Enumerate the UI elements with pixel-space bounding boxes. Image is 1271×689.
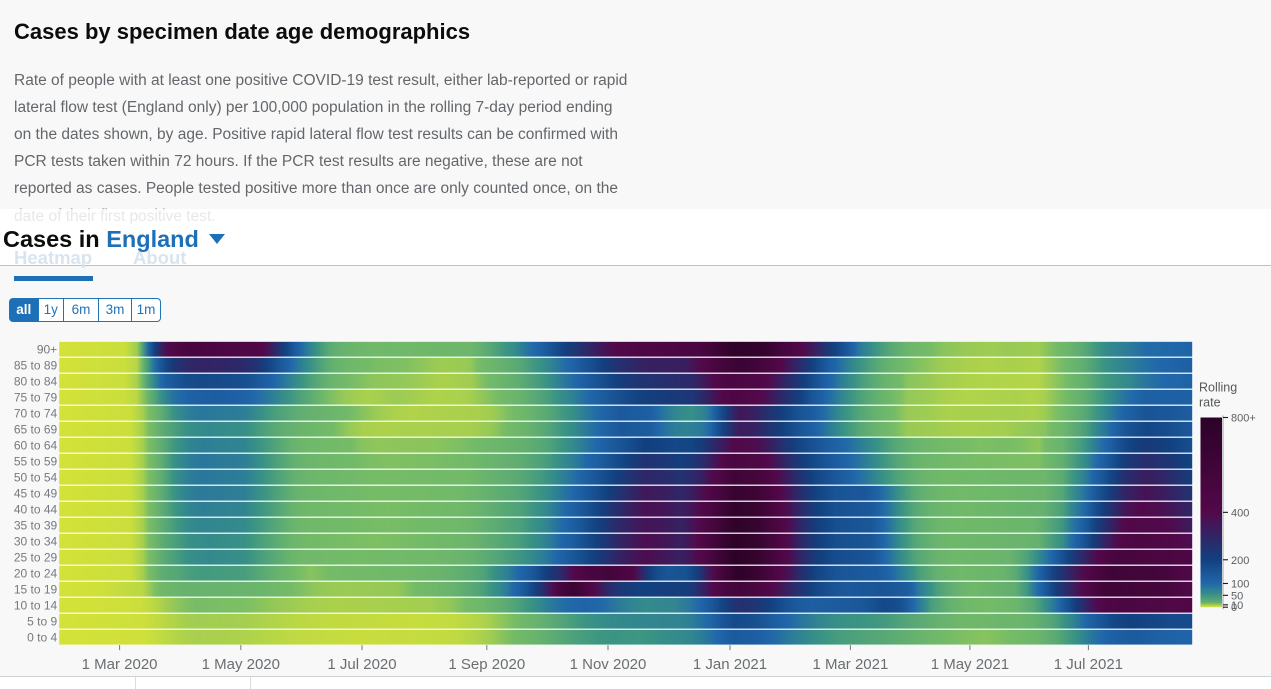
svg-text:10: 10 [1231,600,1243,612]
svg-text:15 to 19: 15 to 19 [14,583,58,597]
svg-text:0: 0 [1231,602,1237,614]
svg-text:1 May 2021: 1 May 2021 [931,656,1009,673]
svg-text:400: 400 [1231,507,1249,519]
svg-text:20 to 24: 20 to 24 [14,567,58,581]
svg-text:50: 50 [1231,590,1243,602]
svg-text:1 Mar 2020: 1 Mar 2020 [82,656,158,673]
svg-text:85 to 89: 85 to 89 [14,359,58,373]
svg-text:25 to 29: 25 to 29 [14,551,58,565]
svg-text:90+: 90+ [37,343,57,357]
svg-text:10 to 14: 10 to 14 [14,599,58,613]
svg-text:800+: 800+ [1231,413,1256,425]
svg-text:1 Jul 2021: 1 Jul 2021 [1054,656,1123,673]
svg-text:80 to 84: 80 to 84 [14,375,58,389]
svg-text:35 to 39: 35 to 39 [14,519,58,533]
svg-text:30 to 34: 30 to 34 [14,535,58,549]
svg-text:1 Jul 2020: 1 Jul 2020 [327,656,396,673]
svg-text:rate: rate [1199,396,1221,410]
svg-text:Rolling: Rolling [1199,381,1237,395]
svg-text:55 to 59: 55 to 59 [14,455,58,469]
svg-text:100: 100 [1231,578,1249,590]
svg-text:45 to 49: 45 to 49 [14,487,58,501]
svg-text:60 to 64: 60 to 64 [14,439,58,453]
svg-text:1 Nov 2020: 1 Nov 2020 [570,656,647,673]
svg-text:1 Mar 2021: 1 Mar 2021 [812,656,888,673]
svg-text:0 to 4: 0 to 4 [27,631,57,645]
svg-text:1 May 2020: 1 May 2020 [202,656,280,673]
svg-text:40 to 44: 40 to 44 [14,503,58,517]
svg-text:50 to 54: 50 to 54 [14,471,58,485]
svg-text:1 Jan 2021: 1 Jan 2021 [693,656,767,673]
svg-text:1 Sep 2020: 1 Sep 2020 [448,656,525,673]
svg-text:75 to 79: 75 to 79 [14,391,58,405]
svg-text:200: 200 [1231,555,1249,567]
svg-text:70 to 74: 70 to 74 [14,407,58,421]
svg-text:65 to 69: 65 to 69 [14,423,58,437]
svg-text:5 to 9: 5 to 9 [27,615,57,629]
